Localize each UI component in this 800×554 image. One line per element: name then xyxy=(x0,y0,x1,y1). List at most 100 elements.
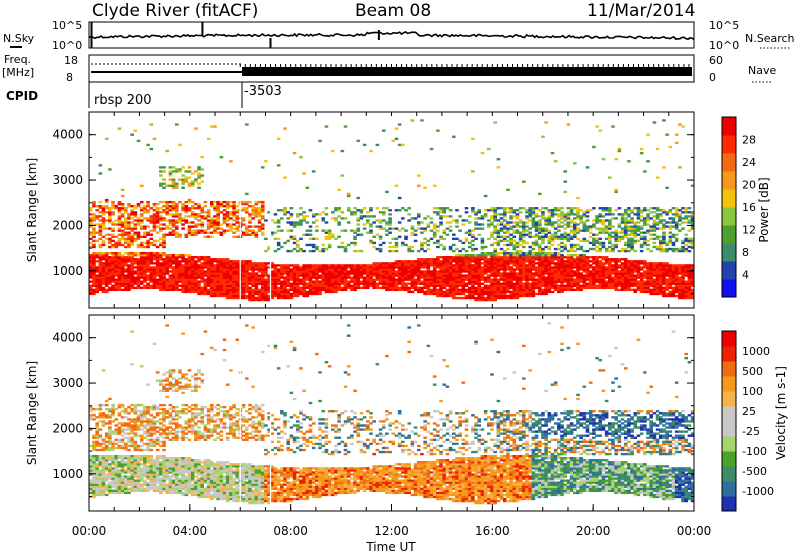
heatmap-cell xyxy=(636,211,641,214)
heatmap-cell xyxy=(534,274,539,277)
heatmap-cell xyxy=(92,227,96,230)
heatmap-cell xyxy=(369,231,373,234)
heatmap-cell xyxy=(585,276,590,279)
heatmap-cell xyxy=(219,233,224,236)
heatmap-cell xyxy=(331,272,335,275)
heatmap-cell xyxy=(213,227,217,230)
heatmap-cell xyxy=(439,272,443,275)
heatmap-cell xyxy=(627,284,631,287)
heatmap-cell xyxy=(652,270,657,273)
heatmap-cell xyxy=(643,288,647,292)
heatmap-cell xyxy=(391,284,396,287)
heatmap-cell xyxy=(219,211,224,214)
heatmap-cell xyxy=(181,286,185,290)
heatmap-cell xyxy=(388,270,392,273)
heatmap-cell xyxy=(362,223,367,226)
heatmap-cell xyxy=(518,282,523,285)
heatmap-cell xyxy=(302,274,306,277)
heatmap-cell xyxy=(394,286,399,290)
heatmap-cell xyxy=(101,239,106,243)
heatmap-cell xyxy=(104,254,109,257)
heatmap-cell xyxy=(531,266,536,269)
heatmap-cell xyxy=(235,205,240,208)
heatmap-cell xyxy=(480,290,485,294)
heatmap-cell xyxy=(515,223,520,226)
heatmap-cell xyxy=(487,266,491,269)
heatmap-cell xyxy=(337,270,341,273)
heatmap-cell xyxy=(210,217,214,220)
heatmap-cell xyxy=(346,274,351,277)
heatmap-cell xyxy=(111,270,115,273)
heatmap-cell xyxy=(394,237,399,241)
heatmap-cell xyxy=(385,270,389,273)
heatmap-cell xyxy=(608,276,612,279)
heatmap-cell xyxy=(614,284,618,287)
heatmap-cell xyxy=(305,284,310,287)
heatmap-cell xyxy=(566,268,571,271)
heatmap-cell xyxy=(407,268,411,271)
heatmap-cell xyxy=(203,266,208,269)
heatmap-cell xyxy=(652,219,657,222)
heatmap-cell xyxy=(474,262,478,265)
heatmap-cell xyxy=(569,225,574,228)
heatmap-cell xyxy=(143,284,147,287)
heatmap-cell xyxy=(477,282,482,285)
heatmap-cell xyxy=(426,282,431,285)
heatmap-cell xyxy=(512,254,517,257)
heatmap-cell xyxy=(362,286,367,290)
heatmap-cell xyxy=(413,268,418,271)
heatmap-cell xyxy=(522,256,526,259)
heatmap-cell xyxy=(623,284,628,287)
heatmap-cell xyxy=(264,288,268,292)
heatmap-cell xyxy=(557,274,561,277)
heatmap-cell xyxy=(187,200,192,204)
heatmap-cell xyxy=(289,294,294,298)
heatmap-cell xyxy=(194,207,198,210)
heatmap-cell xyxy=(493,209,497,212)
heatmap-cell xyxy=(315,268,319,271)
heatmap-cell xyxy=(537,227,542,230)
heatmap-cell xyxy=(480,274,485,277)
heatmap-cell xyxy=(483,270,488,273)
heatmap-cell xyxy=(595,268,599,271)
heatmap-cell xyxy=(181,227,185,230)
heatmap-cell xyxy=(152,251,157,255)
heatmap-cell xyxy=(190,278,195,281)
heatmap-cell xyxy=(394,127,399,130)
heatmap-cell xyxy=(448,286,453,290)
heatmap-cell xyxy=(448,270,453,273)
heatmap-cell xyxy=(388,266,392,269)
heatmap-cell xyxy=(592,233,596,236)
heatmap-cell xyxy=(655,227,660,230)
heatmap-cell xyxy=(190,268,195,271)
heatmap-cell xyxy=(117,241,122,245)
heatmap-cell xyxy=(241,294,246,298)
heatmap-cell xyxy=(353,280,357,283)
heatmap-cell xyxy=(101,256,106,259)
heatmap-cell xyxy=(461,247,466,251)
heatmap-cell xyxy=(490,221,494,224)
heatmap-cell xyxy=(159,258,163,261)
heatmap-cell xyxy=(280,217,284,220)
heatmap-cell xyxy=(576,262,580,265)
heatmap-cell xyxy=(334,274,338,277)
heatmap-cell xyxy=(487,225,491,228)
heatmap-cell xyxy=(639,245,644,249)
heatmap-cell xyxy=(232,286,236,290)
heatmap-cell xyxy=(620,284,625,287)
heatmap-cell xyxy=(458,264,462,267)
heatmap-cell xyxy=(216,223,220,226)
heatmap-cell xyxy=(420,290,424,294)
heatmap-cell xyxy=(490,233,494,236)
heatmap-cell xyxy=(394,241,399,245)
heatmap-cell xyxy=(614,190,618,194)
heatmap-cell xyxy=(143,254,147,257)
heatmap-cell xyxy=(643,262,647,265)
heatmap-cell xyxy=(576,213,580,216)
heatmap-cell xyxy=(178,143,182,147)
heatmap-cell xyxy=(127,225,131,228)
heatmap-cell xyxy=(139,272,144,275)
heatmap-cell xyxy=(299,290,303,294)
heatmap-cell xyxy=(98,284,103,287)
heatmap-cell xyxy=(276,237,281,241)
